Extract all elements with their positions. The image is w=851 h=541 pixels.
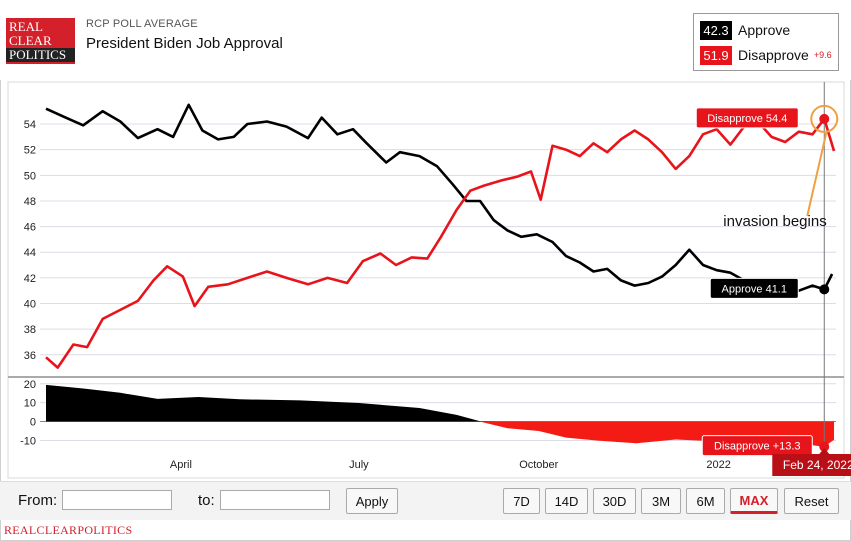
spread-y-tick-label: 10 — [24, 398, 36, 410]
spread-y-tick-label: 20 — [24, 379, 36, 391]
poll-chart[interactable]: 36 38 40 42 44 46 48 50 52 54 20 10 0 -10 April July O… — [0, 80, 851, 481]
main-y-tick-label: 44 — [24, 247, 36, 259]
main-gridlines — [40, 123, 836, 356]
from-date-input[interactable] — [62, 490, 172, 510]
rcp-logo[interactable]: REAL CLEAR POLITICS — [6, 18, 75, 64]
range-button-14d[interactable]: 14D — [545, 488, 588, 514]
chart-kicker: RCP POLL AVERAGE — [86, 18, 198, 30]
apply-button[interactable]: Apply — [346, 488, 398, 514]
main-y-tick-label: 52 — [24, 145, 36, 157]
spread-area-negative — [46, 421, 835, 447]
series-line-approve[interactable] — [45, 103, 834, 299]
x-tick-label: October — [519, 459, 558, 471]
legend-approve-label: Approve — [738, 22, 791, 38]
spread-value-tag-text: Disapprove +13.3 — [714, 441, 801, 453]
annotation-note: invasion begins — [723, 213, 826, 230]
spread-y-tick-label: 0 — [30, 417, 36, 429]
approve-value-tag: Approve 41.1 — [709, 277, 799, 299]
legend-item-approve: 42.3 Approve — [700, 20, 790, 40]
legend: 42.3 Approve 51.9 Disapprove +9.6 — [693, 13, 839, 71]
to-date-input[interactable] — [220, 490, 330, 510]
spread-value-tag: Disapprove +13.3 — [701, 435, 813, 457]
legend-approve-value: 42.3 — [700, 20, 732, 40]
x-tick-label: July — [349, 459, 369, 471]
main-y-tick-label: 36 — [24, 350, 36, 362]
logo-line-3: POLITICS — [6, 48, 75, 62]
date-tag: Feb 24, 2022 — [772, 448, 851, 476]
legend-disapprove-delta: +9.6 — [813, 50, 832, 60]
x-tick-label: 2022 — [706, 459, 730, 471]
legend-disapprove-label: Disapprove — [738, 47, 809, 63]
logo-line-2: CLEAR — [9, 33, 52, 48]
spread-y-tick-labels: 20 10 0 -10 — [20, 379, 36, 448]
range-button-30d[interactable]: 30D — [593, 488, 636, 514]
annotation-arrow — [806, 132, 828, 217]
x-tick-label: April — [170, 459, 192, 471]
footer-brand[interactable]: REALCLEARPOLITICS — [4, 523, 133, 537]
date-tag-text: Feb 24, 2022 — [783, 458, 851, 472]
disapprove-marker — [819, 113, 830, 124]
series-line-disapprove[interactable] — [45, 117, 836, 369]
main-y-tick-label: 54 — [24, 119, 36, 131]
spread-y-tick-label: -10 — [20, 435, 36, 447]
logo-line-1: REAL — [9, 19, 43, 34]
approve-value-tag-text: Approve 41.1 — [722, 283, 787, 295]
range-button-max[interactable]: MAX — [730, 488, 778, 514]
annotation-layer: invasion begins Disapprove 54.4 Approve 41… — [695, 82, 851, 476]
main-y-tick-label: 38 — [24, 324, 36, 336]
spread-marker — [819, 441, 830, 452]
disapprove-value-tag-text: Disapprove 54.4 — [707, 113, 787, 125]
main-y-tick-label: 48 — [24, 196, 36, 208]
reset-button[interactable]: Reset — [784, 488, 839, 514]
spread-layer — [46, 384, 835, 447]
main-y-tick-labels: 36 38 40 42 44 46 48 50 52 54 — [24, 119, 36, 362]
range-button-3m[interactable]: 3M — [641, 488, 681, 514]
spread-area-positive — [46, 384, 835, 422]
chart-header: REAL CLEAR POLITICS RCP POLL AVERAGE Pre… — [0, 0, 851, 80]
highlight-circle — [810, 104, 839, 133]
disapprove-value-tag: Disapprove 54.4 — [695, 107, 799, 129]
approve-marker — [819, 284, 830, 295]
main-y-tick-label: 40 — [24, 299, 36, 311]
main-y-tick-label: 50 — [24, 170, 36, 182]
chart-title: President Biden Job Approval — [86, 35, 283, 52]
series-layer — [45, 103, 836, 369]
from-label: From: — [18, 492, 58, 509]
x-tick-labels: April July October 2022 — [170, 459, 731, 471]
legend-item-disapprove: 51.9 Disapprove +9.6 — [700, 45, 832, 65]
to-label: to: — [198, 492, 215, 509]
main-y-tick-label: 42 — [24, 273, 36, 285]
legend-disapprove-value: 51.9 — [700, 45, 732, 65]
range-button-7d[interactable]: 7D — [503, 488, 540, 514]
range-controls: From: to: Apply 7D 14D 30D 3M 6M MAX Reset — [0, 481, 851, 520]
range-button-6m[interactable]: 6M — [686, 488, 725, 514]
main-y-tick-label: 46 — [24, 222, 36, 234]
